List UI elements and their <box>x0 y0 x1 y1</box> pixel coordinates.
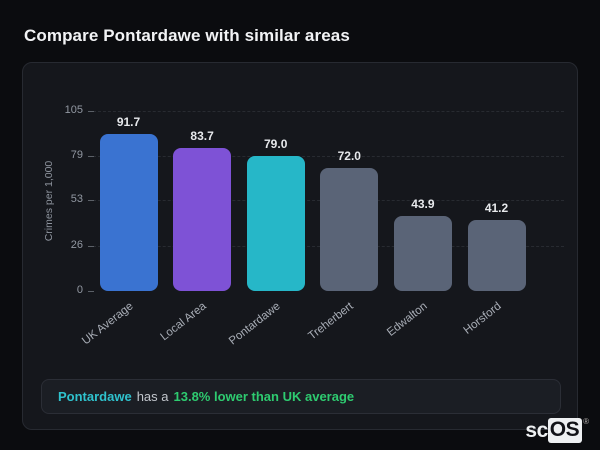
x-axis-label: Treherbert <box>306 300 356 343</box>
x-axis-label: Edwalton <box>384 300 430 339</box>
y-tick-mark <box>88 155 94 157</box>
bar-value-label: 72.0 <box>337 148 361 163</box>
page-title: Compare Pontardawe with similar areas <box>24 26 350 45</box>
y-tick-label: 53 <box>70 193 83 206</box>
y-tick-mark <box>88 291 94 292</box>
gridline-105 <box>93 111 564 112</box>
scos-logo: sc OS ® <box>525 417 589 443</box>
y-tick-label: 79 <box>70 148 83 161</box>
bar-uk-average[interactable] <box>99 133 158 291</box>
bar-chart: Crimes per 1,000 0 26 53 79 105 91.7 UK Averag… <box>23 63 579 431</box>
bar-value-label: 91.7 <box>116 114 141 129</box>
bar-value-label: 43.9 <box>411 196 435 211</box>
bar-edwalton[interactable] <box>393 215 452 291</box>
bar-horsford[interactable] <box>467 220 526 291</box>
y-tick-label: 105 <box>64 104 83 116</box>
gridline-79 <box>93 155 564 157</box>
logo-badge: OS <box>547 418 583 443</box>
x-axis-label: Horsford <box>461 300 504 337</box>
chart-card: Crimes per 1,000 0 26 53 79 105 91.7 UK Averag… <box>22 62 578 430</box>
bar-local-area[interactable] <box>173 147 232 291</box>
y-tick-label: 26 <box>70 239 83 252</box>
registered-mark-icon: ® <box>583 417 589 426</box>
x-axis-label: UK Average <box>79 300 136 348</box>
bar-pontardawe[interactable] <box>246 155 305 291</box>
bar-treherbert[interactable] <box>320 167 379 291</box>
y-tick-label: 0 <box>76 284 83 296</box>
note-middle-text: has a <box>136 389 169 404</box>
y-tick-mark <box>88 200 94 202</box>
x-axis-label: Pontardawe <box>226 300 283 348</box>
x-axis-label: Local Area <box>158 300 209 344</box>
bar-value-label: 83.7 <box>190 128 214 143</box>
note-stat-text: 13.8% lower than UK average <box>173 389 355 404</box>
bar-value-label: 41.2 <box>484 201 509 216</box>
logo-prefix: sc <box>525 418 548 442</box>
y-tick-mark <box>88 246 94 248</box>
bar-value-label: 79.0 <box>264 136 288 151</box>
y-tick-mark <box>88 111 94 112</box>
comparison-note: Pontardawe has a 13.8% lower than UK ave… <box>41 379 561 414</box>
note-area-name: Pontardawe <box>58 389 132 404</box>
